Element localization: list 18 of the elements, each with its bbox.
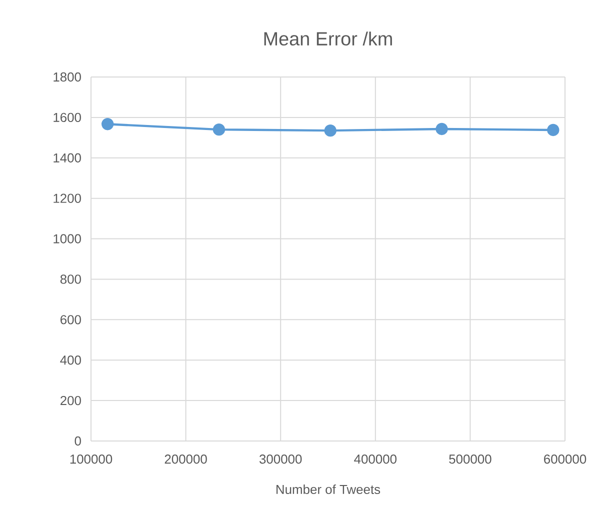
y-tick-label: 1200 [54, 194, 81, 203]
y-tick-label: 1600 [54, 112, 81, 122]
chart-title: Mean Error /km [264, 32, 392, 46]
y-tick-label: 1000 [54, 234, 81, 244]
y-tick-label: 800 [60, 274, 81, 284]
y-tick-label: 0 [74, 436, 81, 446]
x-axis-title: Number of Tweets [276, 484, 380, 494]
x-tick-label: 200000 [164, 454, 207, 464]
y-tick-label: 200 [60, 396, 81, 406]
y-tick-label: 600 [60, 315, 81, 324]
x-tick-label: 300000 [259, 454, 302, 464]
x-tick-label: 600000 [544, 454, 586, 464]
y-tick-label: 400 [60, 356, 81, 365]
x-tick-label: 100000 [70, 454, 112, 464]
y-tick-label: 1800 [54, 72, 81, 82]
x-tick-label: 500000 [449, 454, 492, 464]
y-tick-label: 1400 [54, 153, 81, 162]
x-tick-label: 400000 [354, 454, 396, 464]
